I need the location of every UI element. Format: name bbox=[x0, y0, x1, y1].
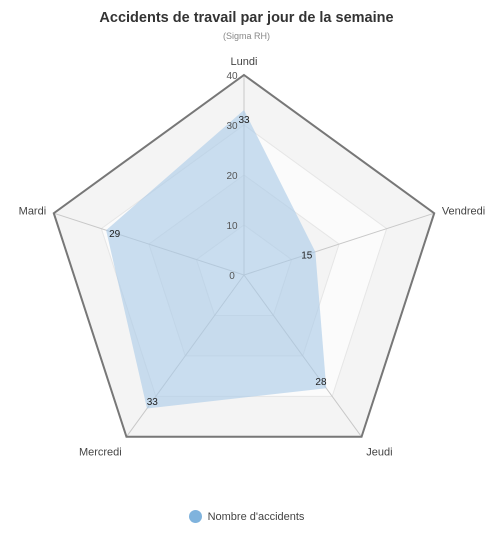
axis-label-vendredi: Vendredi bbox=[442, 206, 485, 218]
radar-data-labels: 33 15 28 33 29 bbox=[109, 115, 327, 408]
radar-tick-labels: 0 10 20 30 40 bbox=[226, 71, 238, 282]
data-label-4: 29 bbox=[109, 229, 121, 240]
radar-axis-labels: Lundi Vendredi Jeudi Mercredi Mardi bbox=[19, 56, 486, 458]
axis-label-lundi: Lundi bbox=[231, 56, 258, 68]
data-label-0: 33 bbox=[238, 115, 250, 126]
radar-outline bbox=[52, 73, 436, 438]
axis-label-mardi: Mardi bbox=[19, 206, 47, 218]
tick-label-2: 20 bbox=[226, 171, 238, 182]
radar-series-layer bbox=[106, 110, 327, 409]
data-label-2: 28 bbox=[315, 377, 327, 388]
legend-label: Nombre d'accidents bbox=[207, 510, 305, 523]
series-area-0 bbox=[106, 110, 327, 409]
tick-label-4: 40 bbox=[226, 71, 238, 82]
legend-item-nombre-accidents[interactable]: Nombre d'accidents bbox=[188, 510, 305, 523]
axis-label-mercredi: Mercredi bbox=[79, 446, 122, 458]
legend-swatch bbox=[188, 510, 202, 523]
legend: Nombre d'accidents bbox=[0, 510, 493, 526]
chart-subtitle: (Sigma RH) bbox=[222, 31, 270, 41]
chart-title: Accidents de travail par jour de la sema… bbox=[99, 10, 394, 26]
axis-label-jeudi: Jeudi bbox=[366, 446, 392, 458]
outer-outline bbox=[52, 73, 436, 438]
tick-label-1: 10 bbox=[226, 221, 238, 232]
data-label-1: 15 bbox=[301, 251, 313, 262]
data-label-3: 33 bbox=[147, 397, 159, 408]
tick-label-0: 0 bbox=[229, 271, 235, 282]
tick-label-3: 30 bbox=[226, 121, 238, 132]
